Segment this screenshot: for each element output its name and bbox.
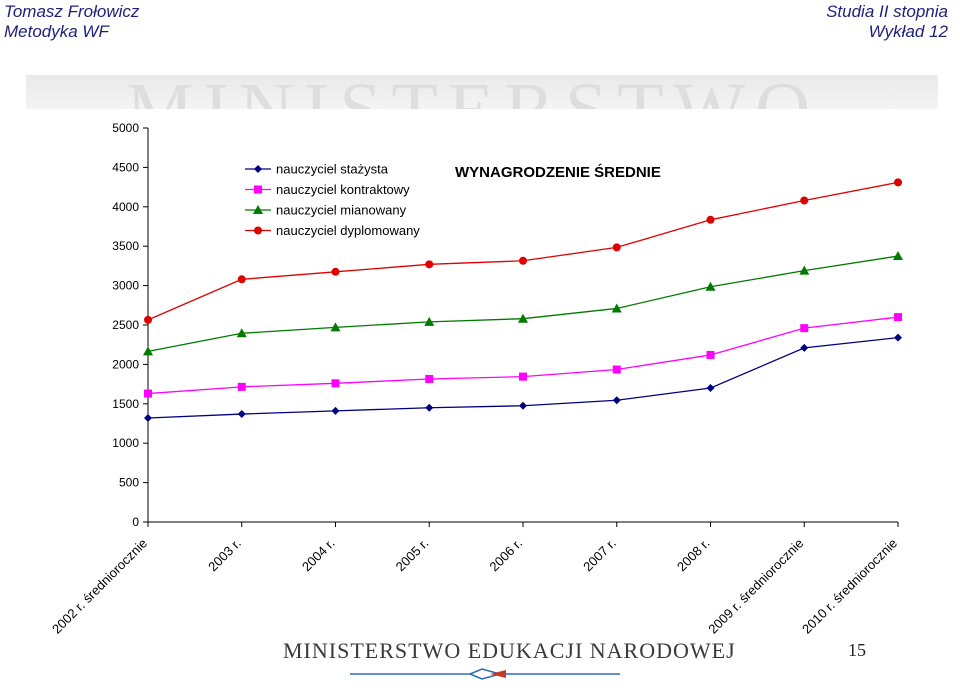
- x-tick-label: 2009 r. średniorocznie: [705, 536, 806, 637]
- legend-label: nauczyciel kontraktowy: [276, 182, 410, 197]
- legend-label: nauczyciel stażysta: [276, 162, 389, 177]
- data-point: [706, 384, 715, 393]
- data-point: [612, 396, 621, 405]
- data-point: [331, 267, 340, 276]
- x-tick-label: 2002 r. średniorocznie: [49, 536, 150, 637]
- data-point: [893, 251, 903, 261]
- data-point: [518, 313, 528, 323]
- data-point: [519, 256, 527, 265]
- data-point: [706, 350, 715, 359]
- legend-item: nauczyciel dyplomowany: [245, 223, 420, 238]
- series-line: [147, 181, 899, 321]
- watermark-banner: MINISTERSTWO: [26, 75, 938, 109]
- data-point: [424, 316, 435, 326]
- data-point: [706, 215, 715, 224]
- data-point: [425, 374, 434, 383]
- data-point: [253, 205, 263, 214]
- series-line: [147, 255, 899, 353]
- data-point: [254, 226, 262, 235]
- data-point: [254, 185, 262, 194]
- data-point: [612, 365, 621, 374]
- data-point: [611, 303, 622, 313]
- study-level: Studia II stopnia: [826, 2, 948, 21]
- data-point: [800, 196, 809, 205]
- x-tick-label: 2003 r.: [205, 536, 244, 575]
- chart-series: [143, 178, 903, 422]
- y-tick-label: 1500: [112, 397, 139, 411]
- data-point: [425, 260, 434, 269]
- legend-item: nauczyciel stażysta: [245, 162, 389, 177]
- series-square: [144, 313, 902, 398]
- y-tick-label: 3000: [112, 279, 139, 293]
- data-point: [894, 333, 902, 342]
- data-point: [800, 324, 809, 333]
- watermark-text: MINISTERSTWO: [126, 75, 820, 109]
- data-point: [800, 343, 809, 352]
- data-point: [144, 413, 152, 422]
- data-point: [144, 389, 152, 398]
- y-tick-label: 2500: [112, 318, 139, 332]
- y-tick-label: 1000: [112, 436, 139, 450]
- data-point: [237, 410, 246, 419]
- x-tick-label: 2010 r. średniorocznie: [799, 536, 900, 637]
- data-point: [237, 275, 246, 284]
- legend-label: nauczyciel dyplomowany: [276, 223, 420, 238]
- x-tick-label: 2008 r.: [674, 536, 713, 575]
- data-point: [330, 322, 341, 332]
- data-point: [144, 315, 152, 324]
- ministry-footer-title: MINISTERSTWO EDUKACJI NARODOWEJ: [283, 638, 736, 663]
- x-tick-label: 2007 r.: [580, 536, 619, 575]
- y-tick-label: 2000: [112, 357, 139, 371]
- x-tick-label: 2006 r.: [486, 536, 525, 575]
- page-number: 15: [848, 640, 866, 660]
- y-tick-label: 0: [132, 515, 139, 529]
- chart-title: WYNAGRODZENIE ŚREDNIE: [455, 163, 661, 181]
- data-point: [799, 265, 810, 275]
- data-point: [254, 165, 262, 173]
- legend-item: nauczyciel kontraktowy: [245, 182, 410, 197]
- y-tick-label: 4000: [112, 200, 139, 214]
- data-point: [894, 313, 902, 322]
- footer-pen-logo: [350, 668, 620, 680]
- legend-label: nauczyciel mianowany: [276, 203, 407, 218]
- data-point: [612, 243, 621, 252]
- data-point: [237, 382, 246, 391]
- x-tick-label: 2004 r.: [299, 536, 338, 575]
- data-point: [519, 372, 527, 381]
- chart-axes: 0 500 1000 1500 2000 2500 3000 3500 4000 4500 5000…: [49, 121, 900, 637]
- data-point: [425, 403, 434, 412]
- y-tick-label: 4500: [112, 160, 139, 174]
- data-point: [143, 346, 153, 356]
- data-point: [705, 281, 716, 291]
- x-tick-label: 2005 r.: [393, 536, 432, 575]
- author-name: Tomasz Frołowicz: [4, 2, 140, 21]
- course-name: Metodyka WF: [4, 22, 109, 41]
- y-tick-label: 3500: [112, 239, 139, 253]
- chart-legend: nauczyciel stażysta nauczyciel kontraktow…: [245, 162, 420, 238]
- data-point: [331, 379, 340, 388]
- data-point: [331, 406, 340, 415]
- series-triangle: [143, 251, 903, 356]
- data-point: [894, 178, 902, 187]
- header-left: Tomasz Frołowicz Metodyka WF: [4, 2, 139, 42]
- series-circle: [144, 178, 902, 324]
- header-right: Studia II stopnia Wykład 12: [826, 2, 948, 42]
- series-diamond: [144, 333, 902, 422]
- y-tick-label: 500: [119, 476, 139, 490]
- legend-item: nauczyciel mianowany: [245, 203, 407, 218]
- data-point: [519, 401, 527, 410]
- lecture-number: Wykład 12: [868, 22, 948, 41]
- y-tick-label: 5000: [112, 121, 139, 135]
- data-point: [236, 328, 247, 338]
